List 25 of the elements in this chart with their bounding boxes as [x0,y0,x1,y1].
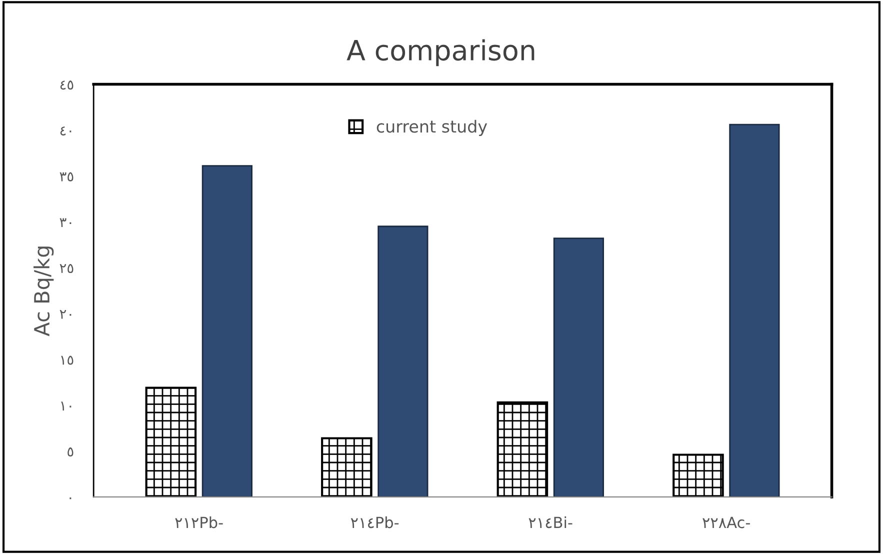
x-tick-label: ٢٢٨Ac- [702,516,750,528]
bar [321,437,372,497]
bar [202,165,252,497]
y-tick-label: ٤٥ [60,80,74,90]
x-tick-label: ٢١٢Pb- [175,516,223,528]
y-axis-title: Ac Bq/kg [34,246,54,336]
y-tick-label: ٤٠ [60,126,72,136]
bar [496,401,548,497]
bar [553,238,604,497]
bar [672,454,724,497]
y-tick-label: ٢٠ [60,310,72,319]
y-tick-label: ٣٠ [60,218,72,228]
bar [729,124,780,497]
y-tick-label: ٠ [70,497,72,500]
x-tick-label: ٢١٤Pb- [350,516,399,528]
y-tick-label: ٥ [68,447,74,456]
y-tick-label: ٢٥ [60,264,74,274]
bar [378,226,428,497]
y-tick-label: ١٠ [61,402,72,410]
y-tick-label: ١٥ [61,356,74,365]
x-tick-label: ٢١٤Bi- [528,516,572,528]
y-tick-label: ٣٥ [60,172,74,182]
chart-title: A comparison [346,39,534,66]
legend-label: current study [376,120,488,136]
bar [145,386,197,497]
